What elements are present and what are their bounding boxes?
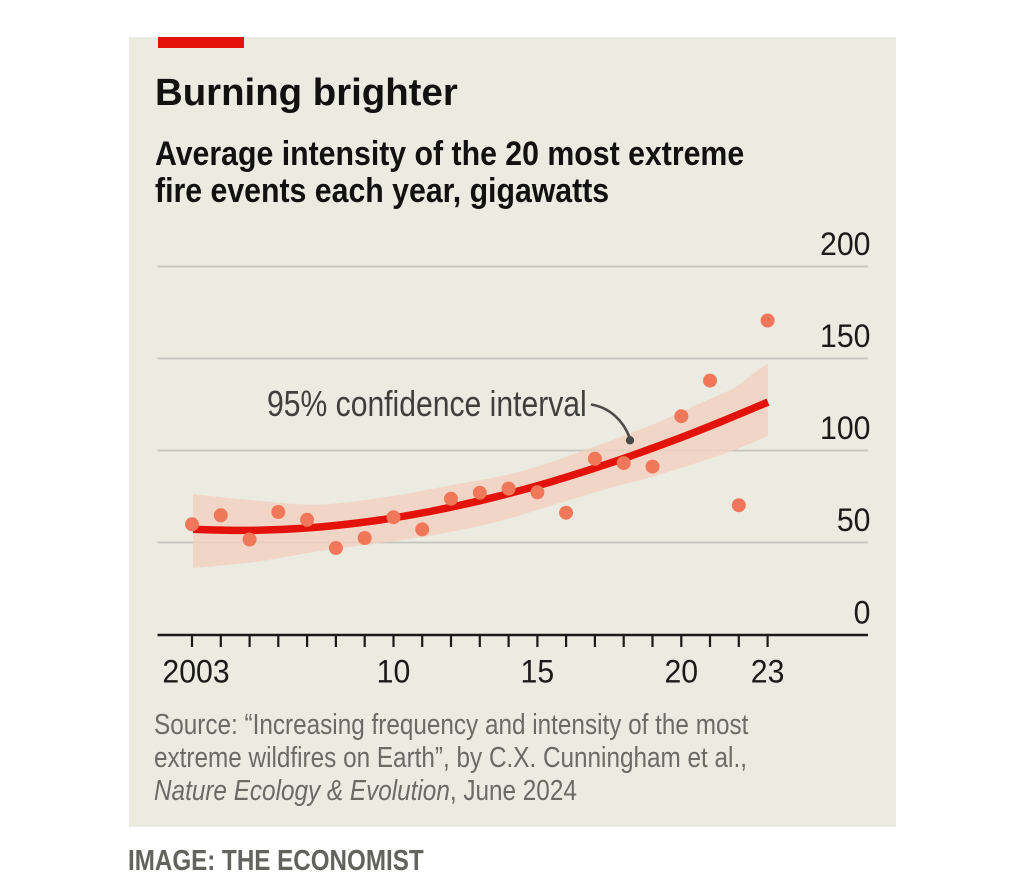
svg-text:15: 15 bbox=[521, 653, 555, 689]
svg-text:150: 150 bbox=[820, 318, 870, 354]
svg-text:2003: 2003 bbox=[162, 653, 229, 689]
svg-text:0: 0 bbox=[854, 595, 871, 631]
svg-text:200: 200 bbox=[820, 226, 870, 262]
svg-text:10: 10 bbox=[377, 653, 411, 689]
svg-text:100: 100 bbox=[820, 410, 870, 446]
svg-text:20: 20 bbox=[665, 653, 699, 689]
svg-text:50: 50 bbox=[837, 502, 871, 538]
svg-text:23: 23 bbox=[751, 653, 785, 689]
